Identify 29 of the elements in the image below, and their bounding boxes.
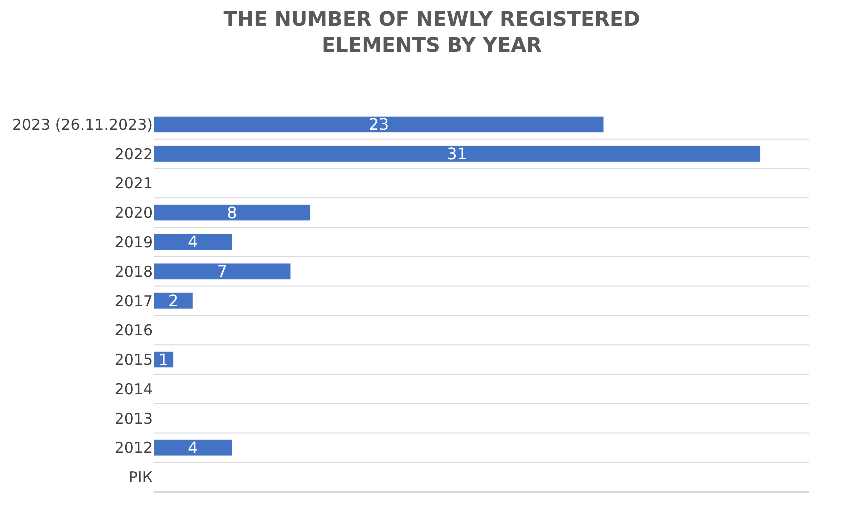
y-tick-label: 2023 (26.11.2023) <box>12 116 153 134</box>
bar <box>154 146 761 162</box>
y-tick-label: 2013 <box>114 410 153 428</box>
y-tick-label: 2012 <box>114 439 153 458</box>
data-label: 31 <box>447 144 468 164</box>
data-label: 4 <box>188 232 198 252</box>
y-tick-label: 2017 <box>114 292 153 310</box>
y-tick-label: 2019 <box>114 233 153 252</box>
data-label: 23 <box>368 115 390 134</box>
chart-title: THE NUMBER OF NEWLY REGISTERED ELEMENTS BY YEAR <box>224 6 640 57</box>
bar <box>154 263 292 280</box>
data-label: 7 <box>217 262 228 282</box>
bar <box>154 116 604 134</box>
y-tick-label: 2014 <box>114 380 153 398</box>
bar <box>154 292 194 310</box>
y-tick-label: РІК <box>128 468 154 487</box>
data-label: 2 <box>168 292 179 310</box>
y-tick-label: 2015 <box>114 351 153 370</box>
y-tick-label: 2022 <box>114 145 153 164</box>
bar <box>154 440 233 456</box>
data-label: 4 <box>188 438 198 458</box>
y-tick-label: 2016 <box>114 322 153 340</box>
y-tick-label: 2018 <box>114 262 153 281</box>
bar <box>154 204 311 222</box>
data-label: 8 <box>227 203 238 222</box>
bar <box>154 234 233 251</box>
y-tick-label: 2021 <box>114 174 153 193</box>
data-label: 1 <box>158 350 169 370</box>
y-tick-label: 2020 <box>114 204 153 222</box>
